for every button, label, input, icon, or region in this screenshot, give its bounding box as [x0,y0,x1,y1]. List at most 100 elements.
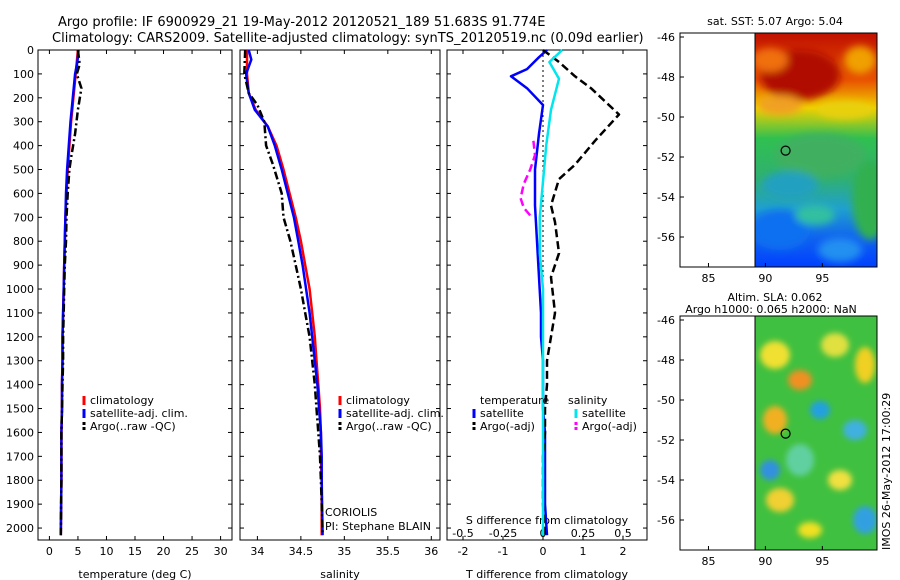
sla_map-xtick-label: 85 [701,555,715,568]
temperature-plot-frame [37,49,233,541]
difference-plot-frame [446,49,648,541]
temperature-ytick-label: 500 [13,164,34,177]
temperature-legend-label: climatology [90,394,154,407]
temperature-ytick-label: 400 [13,140,34,153]
salinity-line-argo-raw-qc- [243,49,324,536]
temperature-xtick-label: 20 [157,545,171,558]
salinity-xtick-label: 34.5 [289,545,314,558]
sst_map-argo-marker [780,145,791,156]
temperature-ytick-label: 1200 [6,331,34,344]
salinity-annotation: CORIOLIS [325,506,377,519]
temperature-ytick-label: 1300 [6,355,34,368]
sst_map-ytick-label: -46 [657,31,675,44]
side-stamp: IMOS 26-May-2012 17:00:29 [880,393,893,550]
temperature-panel: 0 5 10 15 20 25 300100200300400500600700800900… [6,44,233,580]
salinity-xtick-label: 36 [424,545,438,558]
salinity-legend-label: climatology [346,394,410,407]
sst_map-frame [679,32,878,268]
difference-xlabel: T difference from climatology [465,568,628,580]
temperature-legend-label: Argo(..raw -QC) [90,420,176,433]
sla_map-ytick-label: -54 [657,474,675,487]
temperature-ytick-label: 1000 [6,283,34,296]
salinity-xtick-label: 35 [337,545,351,558]
difference-s-tick-label: -0.5 [452,527,473,540]
sst_map-xtick-label: 90 [758,272,772,285]
difference-legend-label: satellite [480,407,524,420]
difference-xtick-label: -2 [458,545,469,558]
sst_map-xtick-label: 85 [701,272,715,285]
difference-line-temperature-satellite [509,49,549,536]
difference-xtick-label: -1 [498,545,509,558]
sla_map-xtick-label: 95 [815,555,829,568]
sla_map-ytick-label: -48 [657,354,675,367]
temperature-ytick-label: 700 [13,211,34,224]
temperature-xlabel: temperature (deg C) [78,568,191,580]
difference-legend-label: Argo(-adj) [480,420,535,433]
sla_map-frame [679,315,878,551]
salinity-legend-label: Argo(..raw -QC) [346,420,432,433]
temperature-ytick-label: 100 [13,68,34,81]
difference-line-temperature-argo-adj- [541,49,621,536]
temperature-ytick-label: 0 [27,44,34,57]
temperature-line-argo-raw-qc- [59,49,83,536]
difference-legend-label: Argo(-adj) [582,420,637,433]
salinity-xlabel: salinity [320,568,360,580]
salinity-xtick-label: 34 [250,545,264,558]
sla_map-ytick-label: -46 [657,314,675,327]
temperature-ytick-label: 200 [13,92,34,105]
temperature-legend-label: satellite-adj. clim. [90,407,188,420]
temperature-ytick-label: 1700 [6,450,34,463]
temperature-xtick-label: 10 [99,545,113,558]
sst_map-ytick-label: -54 [657,191,675,204]
temperature-ytick-label: 600 [13,187,34,200]
temperature-xtick-label: 15 [128,545,142,558]
difference-line-salinity-satellite [538,49,564,536]
sla-map-panel: Altim. SLA: 0.062 Argo h1000: 0.065 h200… [657,291,878,568]
sla-map-subtitle: Argo h1000: 0.065 h2000: NaN [685,303,857,316]
difference-legend-label: satellite [582,407,626,420]
temperature-ytick-label: 2000 [6,522,34,535]
figure-title-line2: Climatology: CARS2009. Satellite-adjuste… [52,31,644,46]
sst-heatmap [755,33,877,267]
sst-map-title: sat. SST: 5.07 Argo: 5.04 [707,15,843,28]
temperature-ytick-label: 900 [13,259,34,272]
sst_map-ytick-label: -50 [657,111,675,124]
salinity-annotation: PI: Stephane BLAIN [325,520,431,533]
temperature-xtick-label: 0 [46,545,53,558]
sla-map-title: Altim. SLA: 0.062 [727,291,822,304]
temperature-ytick-label: 1500 [6,403,34,416]
sst_map-xtick-label: 95 [815,272,829,285]
sst-map-panel: sat. SST: 5.07 Argo: 5.04 85 90 95 -46 -48 -5… [657,15,878,285]
difference-s-tick-label: 0.25 [571,527,596,540]
sst_map-ytick-label: -52 [657,151,675,164]
salinity-line-satellite-adj-clim- [244,49,324,536]
difference-panel: -2 -1 0 1 2 T difference from climatology -0.5… [446,49,648,580]
figure-title-line1: Argo profile: IF 6900929_21 19-May-2012 … [58,15,545,30]
difference-s-tick-label: 0.5 [614,527,632,540]
difference-xtick-label: 1 [580,545,587,558]
temperature-ytick-label: 1100 [6,307,34,320]
difference-legend-heading: salinity [568,394,608,407]
difference-line-salinity-argo-adj- [519,140,537,219]
temperature-ytick-label: 1600 [6,426,34,439]
difference-xtick-label: 2 [620,545,627,558]
sst_map-ytick-label: -48 [657,71,675,84]
temperature-ytick-label: 1800 [6,474,34,487]
temperature-ytick-label: 300 [13,116,34,129]
difference-s-tick-label: -0.25 [489,527,517,540]
salinity-panel: 34 34.5 35 35.5 36 salinity climatologysatelli… [239,49,444,580]
temperature-xtick-label: 30 [214,545,228,558]
sla_map-argo-marker [780,428,791,439]
sla_map-ytick-label: -50 [657,394,675,407]
temperature-xtick-label: 25 [185,545,199,558]
salinity-plot-frame [239,49,441,541]
temperature-ytick-label: 800 [13,235,34,248]
difference-xtick-label: 0 [540,545,547,558]
salinity-legend-label: satellite-adj. clim. [346,407,444,420]
temperature-ytick-label: 1400 [6,379,34,392]
sst_map-ytick-label: -56 [657,231,675,244]
sla_map-ytick-label: -56 [657,514,675,527]
difference-legend-heading: temperature [480,394,549,407]
sla_map-xtick-label: 90 [758,555,772,568]
